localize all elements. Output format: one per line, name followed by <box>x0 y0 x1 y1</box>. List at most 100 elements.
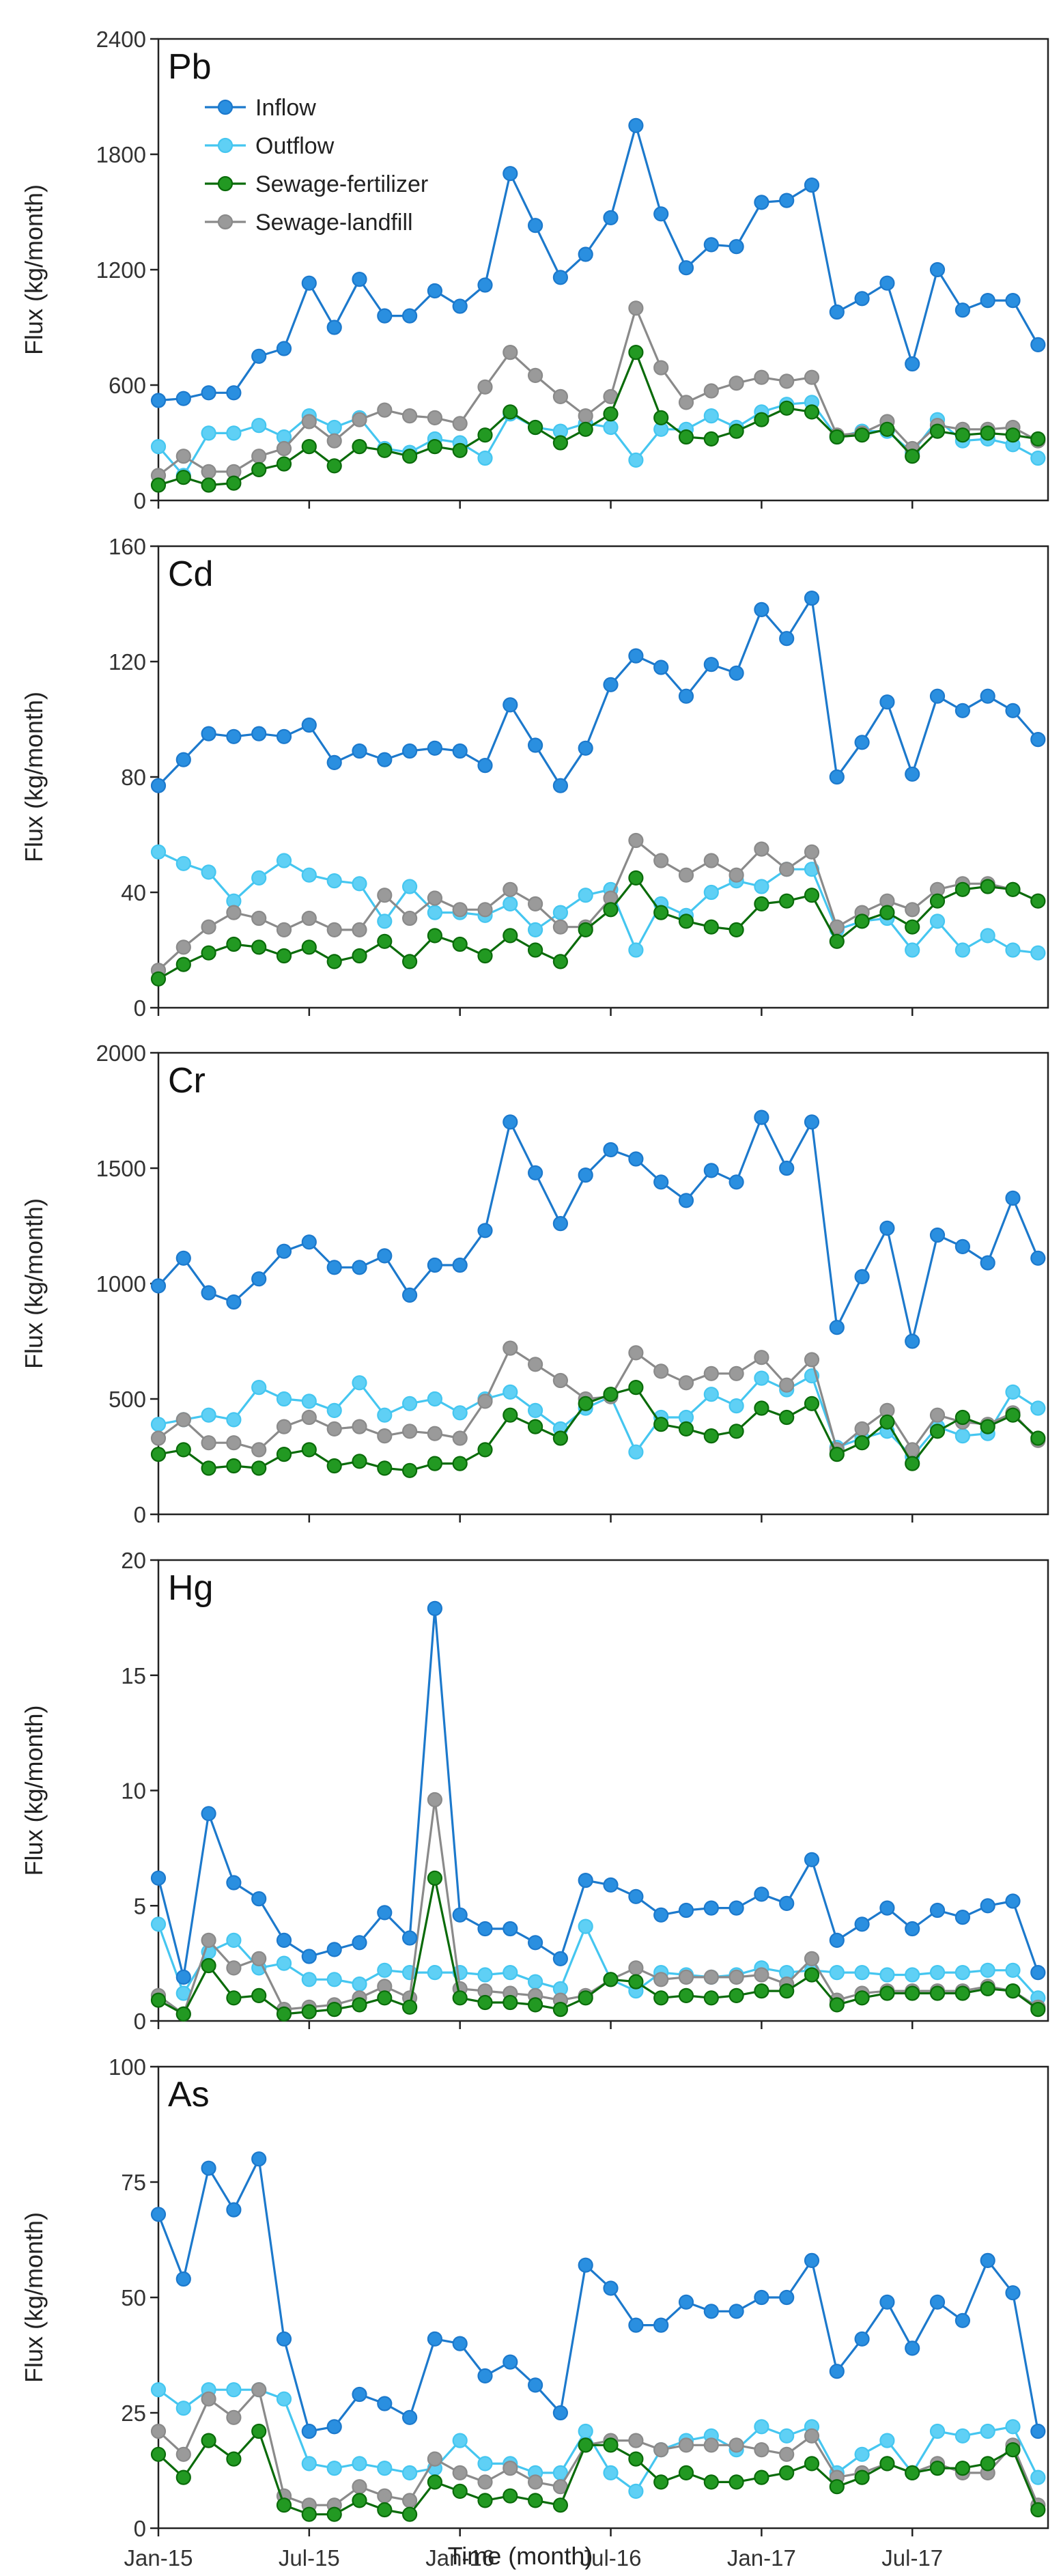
data-point <box>201 385 216 401</box>
data-point <box>527 2377 543 2393</box>
data-point <box>201 2391 216 2407</box>
panel-title: As <box>168 2075 210 2114</box>
data-point <box>779 862 795 877</box>
data-point <box>226 1875 242 1891</box>
data-point <box>1005 293 1021 309</box>
y-tick-label: 0 <box>134 2009 146 2034</box>
data-point <box>779 1983 795 1999</box>
data-point <box>352 1976 367 1992</box>
data-point <box>527 922 543 938</box>
series-line <box>158 124 1039 402</box>
data-point <box>276 341 292 356</box>
data-point <box>326 754 342 771</box>
data-point <box>175 2271 191 2287</box>
data-point <box>175 957 191 972</box>
data-point <box>829 1965 845 1981</box>
data-point <box>301 1409 317 1426</box>
data-point <box>804 2428 820 2444</box>
series-line <box>158 1798 1039 2015</box>
data-point <box>929 1965 946 1981</box>
data-point <box>929 1902 946 1919</box>
data-point <box>980 2456 995 2472</box>
data-point <box>477 2474 493 2490</box>
data-point <box>854 1435 870 1451</box>
data-point <box>150 1992 167 2008</box>
data-point <box>527 419 543 436</box>
data-point <box>954 1910 971 1925</box>
data-point <box>954 1985 971 2001</box>
data-point <box>754 2289 769 2306</box>
data-point <box>401 308 418 324</box>
data-point <box>728 867 744 883</box>
data-point <box>1030 2002 1046 2018</box>
y-tick-label: 20 <box>121 1548 146 1573</box>
y-tick-label: 600 <box>109 373 146 398</box>
panel-title: Hg <box>168 1568 213 1608</box>
data-point <box>326 1458 342 1474</box>
data-point <box>352 1375 367 1391</box>
data-point <box>276 2497 292 2513</box>
data-point <box>678 2465 694 2480</box>
data-point <box>251 1951 267 1966</box>
data-point <box>377 2502 393 2518</box>
data-point <box>678 1421 694 1436</box>
data-point <box>552 1951 569 1966</box>
data-point <box>929 261 946 278</box>
y-tick-label: 80 <box>121 765 146 790</box>
data-point <box>980 1419 995 1434</box>
data-point <box>527 2493 543 2508</box>
data-point <box>628 117 644 133</box>
data-point <box>804 2456 820 2472</box>
data-point <box>352 948 367 964</box>
data-point <box>578 421 593 437</box>
data-point <box>326 1260 342 1275</box>
data-point <box>603 2465 619 2480</box>
data-point <box>578 246 593 262</box>
data-point <box>251 2382 267 2398</box>
data-point <box>929 893 946 909</box>
data-point <box>352 2479 367 2495</box>
series-sewage-fertilizer <box>150 344 1046 493</box>
data-point <box>276 456 292 472</box>
data-point <box>527 2474 543 2490</box>
data-point <box>603 419 619 436</box>
data-point <box>905 2465 920 2480</box>
data-point <box>703 1990 719 2006</box>
data-point <box>175 1969 191 1985</box>
data-point <box>150 1916 167 1932</box>
data-point <box>779 2446 795 2462</box>
data-point <box>552 2002 569 2018</box>
data-point <box>226 1932 242 1948</box>
data-point <box>854 2469 870 2485</box>
data-point <box>352 2456 367 2472</box>
data-point <box>150 1447 167 1462</box>
data-point <box>929 688 946 704</box>
data-point <box>150 2423 167 2439</box>
data-point <box>929 1227 946 1243</box>
data-point <box>703 657 719 673</box>
data-point <box>301 1949 317 1964</box>
series-sewage-fertilizer <box>150 1379 1046 1478</box>
data-point <box>175 855 191 871</box>
data-point <box>352 743 367 759</box>
data-point <box>754 2442 769 2458</box>
series-sewage-fertilizer <box>150 1870 1046 2022</box>
data-point <box>1030 731 1046 748</box>
data-point <box>628 942 644 958</box>
data-point <box>326 1421 342 1436</box>
data-point <box>552 905 569 920</box>
data-point <box>1005 427 1021 443</box>
data-point <box>352 272 367 287</box>
data-point <box>503 1994 518 2011</box>
data-point <box>352 2493 367 2508</box>
data-point <box>879 2433 895 2448</box>
data-point <box>401 2493 418 2508</box>
data-point <box>954 2461 971 2476</box>
data-point <box>905 1985 920 2001</box>
data-point <box>377 1905 393 1921</box>
data-point <box>427 410 443 426</box>
data-point <box>728 2304 744 2319</box>
y-tick-label: 0 <box>134 2516 146 2541</box>
